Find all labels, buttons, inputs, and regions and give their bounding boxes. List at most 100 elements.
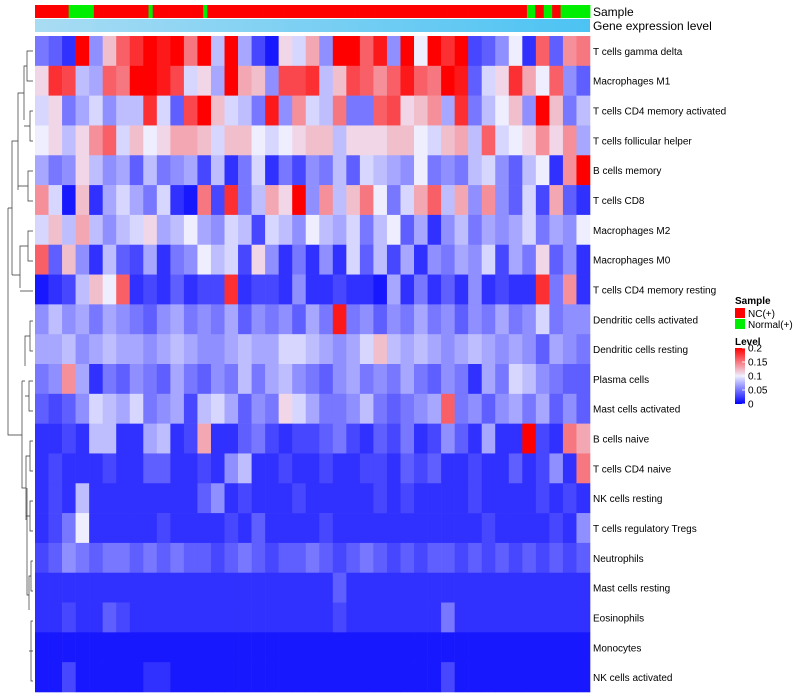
sample-annotation-cell [127, 5, 133, 18]
heatmap-cell [508, 364, 523, 395]
heatmap-cell [346, 95, 361, 126]
heatmap-cell [35, 214, 49, 246]
heatmap-cell [427, 483, 442, 514]
heatmap-cell [386, 304, 401, 335]
heatmap-cell [292, 453, 307, 484]
heatmap-cell [102, 185, 117, 216]
heatmap-cell [170, 483, 185, 514]
heatmap-cell [62, 393, 76, 424]
heatmap-cell [292, 483, 307, 514]
heatmap-cell [414, 423, 428, 454]
heatmap-cell [562, 244, 577, 275]
heatmap-cell [143, 214, 158, 246]
heatmap-cell [373, 602, 388, 633]
heatmap-cell [143, 632, 158, 663]
heatmap-cell [549, 304, 564, 335]
heatmap-cell [562, 185, 577, 216]
sample-annotation-cell [476, 5, 482, 18]
heatmap-cell [116, 185, 131, 216]
heatmap-cell [400, 572, 415, 603]
heatmap-cell [292, 334, 307, 365]
heatmap-cell [238, 125, 252, 156]
heatmap-cell [238, 155, 252, 186]
heatmap-cell [156, 65, 171, 96]
heatmap-cell [400, 632, 415, 663]
heatmap-cell [346, 274, 361, 305]
heatmap-cell [75, 602, 90, 633]
heatmap-cell [62, 542, 76, 574]
heatmap-cell [224, 304, 239, 335]
heatmap-cell [562, 513, 577, 544]
heatmap-cell [576, 632, 591, 663]
heatmap-cell [386, 95, 401, 126]
sample-annotation-cell [358, 5, 364, 18]
heatmap-cell [332, 185, 347, 216]
heatmap-cell [197, 453, 212, 484]
heatmap-cell [522, 513, 537, 544]
heatmap-cell [278, 65, 293, 96]
heatmap-cell [62, 364, 76, 395]
legend-level-tick-label: 0.05 [748, 386, 768, 397]
heatmap-cell [549, 334, 564, 365]
heatmap-cell [210, 513, 225, 544]
heatmap-cell [129, 65, 144, 96]
heatmap-cell [62, 274, 76, 305]
heatmap-cell [102, 423, 117, 454]
heatmap-cell [562, 572, 577, 603]
heatmap-cell [170, 364, 185, 395]
heatmap-cell [251, 513, 266, 544]
heatmap-cell [197, 304, 212, 335]
heatmap-cell [224, 334, 239, 365]
heatmap-cell [549, 274, 564, 305]
heatmap-cell [35, 364, 49, 395]
sample-annotation-cell [451, 5, 456, 18]
heatmap-cell [116, 542, 131, 574]
heatmap-cell [170, 513, 185, 544]
heatmap-cell [143, 334, 158, 365]
heatmap-cell [238, 483, 252, 514]
heatmap-cell [481, 483, 496, 514]
sample-annotation-cell [43, 5, 49, 18]
heatmap-cell [170, 185, 185, 216]
row-label: Dendritic cells resting [593, 345, 688, 356]
heatmap-cell [305, 423, 320, 454]
heatmap-cell [481, 304, 496, 335]
heatmap-cell [251, 244, 266, 275]
heatmap-cell [251, 572, 266, 603]
heatmap-cell [224, 423, 239, 454]
heatmap-cell [495, 36, 510, 67]
heatmap-cell [278, 602, 293, 633]
heatmap-cell [319, 214, 334, 246]
heatmap-cell [265, 304, 279, 335]
sample-annotation-cell [484, 5, 490, 18]
sample-annotation-cell [81, 5, 86, 18]
heatmap-cell [373, 572, 388, 603]
heatmap-cell [48, 572, 63, 603]
heatmap-cell [562, 602, 577, 633]
heatmap-cell [427, 542, 442, 574]
sample-annotation-cell [463, 5, 469, 18]
heatmap-cell [319, 483, 334, 514]
heatmap-cell [359, 65, 374, 96]
sample-annotation-cell [211, 5, 217, 18]
heatmap-cell [116, 393, 131, 424]
heatmap-cell [400, 95, 415, 126]
heatmap-cell [468, 274, 483, 305]
heatmap-cell [238, 542, 252, 574]
row-label: Mast cells activated [593, 405, 680, 416]
heatmap-cell [170, 393, 185, 424]
heatmap-cell [305, 244, 320, 275]
heatmap-cell [197, 483, 212, 514]
heatmap-cell [183, 602, 198, 633]
row-label: NK cells resting [593, 494, 662, 505]
heatmap-cell [495, 453, 510, 484]
heatmap-cell [562, 214, 577, 246]
heatmap-cell [251, 214, 266, 246]
sample-annotation-cell [110, 5, 116, 18]
sample-annotation-cell [455, 5, 461, 18]
row-label: T cells gamma delta [593, 47, 683, 58]
heatmap-cell [48, 542, 63, 574]
heatmap-cell [441, 453, 455, 484]
heatmap-cell [89, 36, 103, 67]
heatmap-cell [238, 95, 252, 126]
